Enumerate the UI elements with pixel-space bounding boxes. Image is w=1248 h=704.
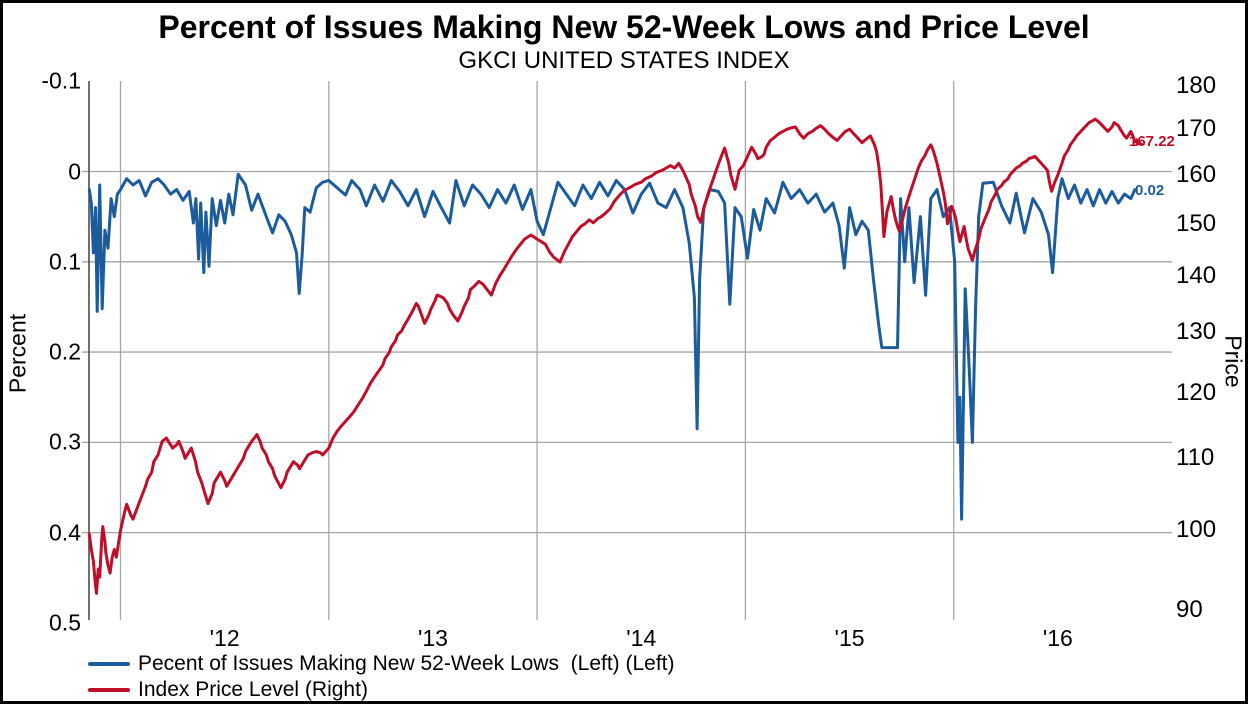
series-line-lows (87, 172, 1137, 521)
legend-row-price: Index Price Level (Right) (88, 677, 675, 701)
legend: Pecent of Issues Making New 52-Week Lows… (88, 651, 675, 701)
series-line-price (87, 117, 1137, 595)
left-axis-tick-label: 0.3 (49, 428, 81, 455)
right-axis-tick-label: 170 (1176, 115, 1217, 143)
right-axis-tick-label: 150 (1176, 209, 1217, 237)
right-axis-tick-label: 90 (1176, 596, 1203, 623)
chart-subtitle: GKCI UNITED STATES INDEX (458, 47, 790, 74)
right-axis-tick-label: 140 (1176, 261, 1217, 289)
price-end-value-label: 167.22 (1129, 133, 1175, 150)
left-axis-tick-label: 0.4 (49, 519, 81, 546)
left-axis-tick-label: 0.1 (49, 248, 81, 275)
right-axis-tick-label: 110 (1176, 444, 1215, 472)
legend-row-lows: Pecent of Issues Making New 52-Week Lows… (88, 651, 675, 677)
left-axis-tick-label: -0.1 (41, 67, 81, 94)
legend-line-sample-red (88, 688, 130, 692)
chart-title: Percent of Issues Making New 52-Week Low… (158, 9, 1090, 45)
right-axis-title: Price (1220, 335, 1247, 388)
right-axis-tick-label: 130 (1176, 318, 1217, 345)
x-axis-year-label: '15 (834, 625, 865, 651)
left-axis-tick-label: 0.2 (49, 338, 81, 365)
end-label-arrow (1135, 137, 1144, 146)
x-axis-year-label: '14 (626, 625, 657, 651)
right-axis-tick-label: 100 (1176, 516, 1217, 544)
right-axis-tick-label: 120 (1176, 378, 1217, 406)
left-axis-tick-label: 0.5 (49, 609, 81, 636)
percent-end-value-label: 0.02 (1135, 182, 1165, 199)
x-axis-year-label: '12 (209, 625, 240, 651)
left-axis-title: Percent (4, 313, 31, 394)
plot-area (82, 81, 1172, 620)
x-axis-year-label: '16 (1042, 625, 1073, 651)
legend-label-price: Index Price Level (Right) (138, 678, 368, 701)
legend-line-sample-blue (88, 662, 130, 666)
right-axis-tick-label: 180 (1176, 72, 1217, 99)
x-axis-year-label: '13 (417, 625, 448, 651)
right-axis-tick-label: 160 (1176, 161, 1217, 189)
legend-label-lows: Pecent of Issues Making New 52-Week Lows… (138, 652, 675, 675)
left-axis-tick-label: 0 (68, 158, 81, 184)
